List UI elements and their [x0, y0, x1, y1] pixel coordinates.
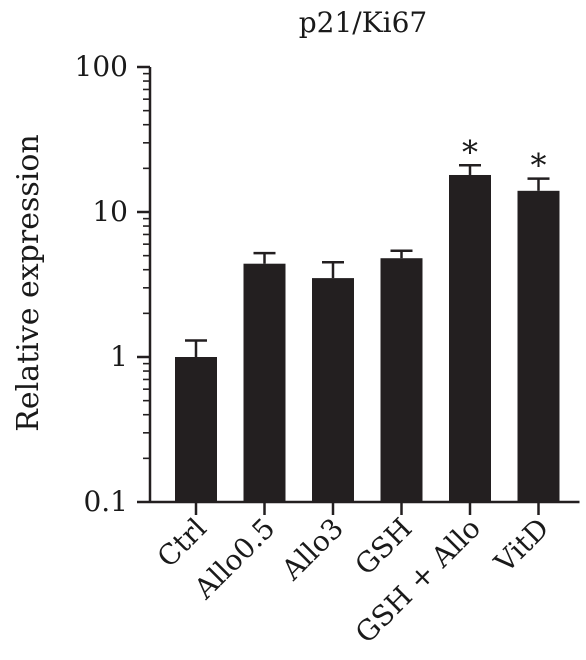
x-axis: [150, 500, 580, 515]
y-tick-label: 1: [110, 340, 128, 373]
x-tick-label: Ctrl: [151, 512, 213, 574]
y-tick-label: 0.1: [83, 485, 128, 518]
bar: [175, 357, 217, 502]
bar: [517, 190, 560, 502]
significance-marker: *: [462, 133, 478, 171]
bar: [312, 278, 354, 502]
x-tick-label: Allo3: [274, 512, 350, 588]
y-axis: 0.1 1 10 100: [75, 50, 152, 518]
x-tick-label: VitD: [487, 512, 555, 580]
bar: [380, 258, 423, 502]
bar: [243, 263, 286, 502]
y-axis-label: Relative expression: [11, 134, 46, 431]
bars-group: * *: [175, 133, 560, 503]
significance-marker: *: [531, 147, 547, 185]
y-tick-label: 100: [75, 50, 128, 83]
bar: [449, 174, 491, 503]
y-tick-label: 10: [92, 195, 128, 228]
chart-title: p21/Ki67: [299, 6, 428, 39]
